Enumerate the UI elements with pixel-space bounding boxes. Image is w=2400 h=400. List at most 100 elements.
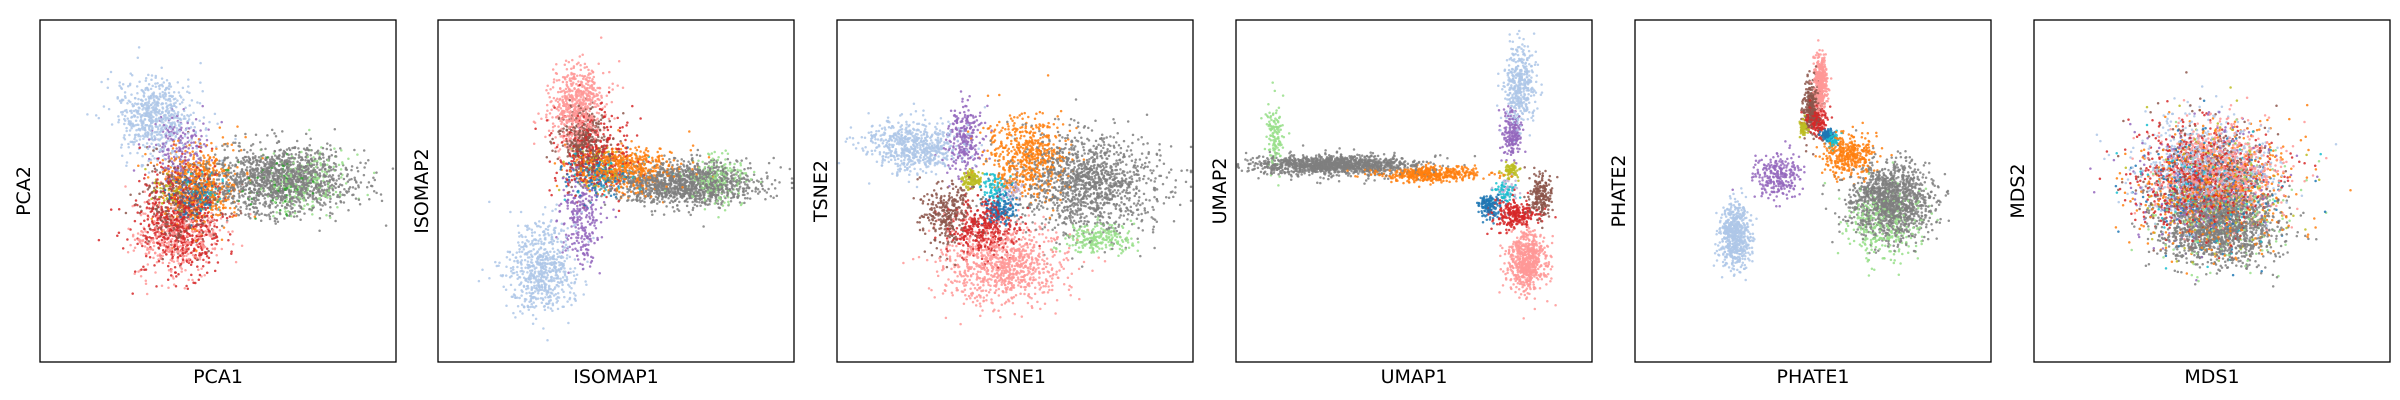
- pca1-data-point: [215, 254, 218, 257]
- pca1-data-point: [231, 200, 235, 204]
- pca1-data-point: [167, 170, 171, 173]
- pca1-data-point: [146, 214, 150, 218]
- pca1-data-point: [232, 187, 235, 190]
- pca1-data-point: [304, 174, 308, 178]
- pca1-data-point: [334, 190, 338, 194]
- pca1-data-point: [217, 195, 220, 199]
- pca1-data-point: [186, 181, 189, 184]
- pca1-data-point: [236, 159, 239, 163]
- pca1-data-point: [176, 99, 179, 102]
- pca1-data-point: [255, 206, 259, 210]
- pca1-data-point: [156, 173, 159, 176]
- pca1-data-point: [152, 256, 155, 260]
- pca1-data-point: [169, 270, 173, 273]
- pca1-data-point: [170, 203, 173, 207]
- pca1-data-point: [157, 210, 160, 214]
- pca1-data-point: [285, 148, 289, 151]
- pca1-data-point: [287, 153, 290, 157]
- pca1-data-point: [202, 177, 206, 180]
- pca1-data-point: [189, 226, 192, 230]
- pca1-data-point: [202, 198, 206, 202]
- pca1-data-point: [185, 231, 189, 235]
- pca1-data-point: [161, 90, 164, 94]
- pca1-data-point: [226, 156, 230, 159]
- pca1-data-point: [155, 147, 158, 151]
- pca1-data-point: [160, 77, 164, 80]
- pca1-data-point: [145, 184, 149, 187]
- pca1-data-point: [194, 196, 197, 200]
- pca1-data-point: [162, 142, 165, 145]
- pca1-data-point: [181, 197, 185, 200]
- pca1-data-point: [181, 252, 185, 255]
- pca1-data-point: [207, 162, 211, 166]
- pca1-data-point: [266, 166, 270, 169]
- pca1-data-point: [243, 200, 247, 204]
- pca1-data-point: [243, 163, 246, 167]
- pca1-data-point: [222, 200, 225, 203]
- pca1-data-point: [117, 207, 121, 211]
- pca1-data-point: [154, 271, 157, 274]
- pca1-data-point: [205, 230, 208, 234]
- pca1-data-point: [206, 206, 210, 210]
- pca1-data-point: [144, 101, 147, 105]
- pca1-data-point: [213, 193, 217, 197]
- pca1-data-point: [273, 154, 277, 157]
- pca1-data-point: [156, 143, 160, 146]
- pca1-data-point: [160, 219, 164, 223]
- pca1-data-point: [266, 174, 269, 177]
- pca1-data-point: [170, 105, 173, 109]
- pca1-data-point: [141, 238, 145, 242]
- pca1-data-point: [309, 154, 313, 157]
- pca1-data-point: [345, 174, 349, 178]
- pca1-data-point: [311, 204, 315, 207]
- pca1-data-point: [129, 243, 132, 247]
- pca1-data-point: [319, 208, 323, 211]
- pca1-data-point: [138, 239, 142, 243]
- pca1-data-point: [298, 162, 302, 165]
- pca1-data-point: [283, 160, 286, 164]
- pca1-data-point: [155, 163, 159, 166]
- pca1-data-point: [199, 61, 202, 65]
- pca1-data-point: [205, 134, 208, 138]
- pca1-data-point: [146, 263, 150, 266]
- pca1-data-point: [138, 107, 141, 110]
- pca1-data-point: [255, 190, 259, 194]
- pca1-data-point: [218, 182, 221, 185]
- pca1-data-point: [311, 206, 315, 210]
- pca1-data-point: [319, 181, 323, 185]
- pca1-data-point: [184, 268, 187, 272]
- pca1-data-point: [284, 169, 287, 172]
- pca1-data-point: [325, 213, 328, 217]
- pca1-data-point: [245, 207, 248, 211]
- pca1-data-point: [247, 198, 251, 202]
- pca1-data-point: [311, 180, 315, 183]
- pca1-data-point: [302, 207, 305, 211]
- pca1-data-point: [190, 136, 194, 139]
- pca1-data-point: [200, 205, 203, 209]
- pca1-data-point: [167, 286, 170, 290]
- pca1-data-point: [265, 183, 268, 186]
- pca1-data-point: [171, 173, 174, 176]
- pca1-data-point: [187, 248, 190, 251]
- pca1-data-point: [176, 129, 179, 133]
- pca1-data-point: [239, 177, 243, 181]
- pca1-data-point: [237, 192, 241, 195]
- pca1-data-point: [183, 199, 186, 203]
- pca1-data-point: [301, 158, 304, 161]
- pca1-data-point: [292, 177, 296, 181]
- pca1-data-point: [192, 208, 196, 211]
- pca1-data-point: [143, 190, 147, 193]
- pca1-data-point: [328, 179, 331, 183]
- pca1-data-point: [145, 142, 149, 145]
- pca1-data-point: [159, 215, 163, 219]
- pca1-data-point: [269, 168, 273, 172]
- pca1-data-point: [250, 191, 254, 194]
- pca1-data-point: [158, 124, 162, 127]
- pca1-data-point: [202, 258, 205, 262]
- pca1-data-point: [368, 197, 371, 201]
- pca1-data-point: [146, 230, 149, 234]
- pca1-data-point: [207, 174, 211, 177]
- pca1-data-point: [221, 172, 224, 175]
- pca1-data-point: [201, 188, 205, 191]
- pca1-data-point: [181, 86, 185, 90]
